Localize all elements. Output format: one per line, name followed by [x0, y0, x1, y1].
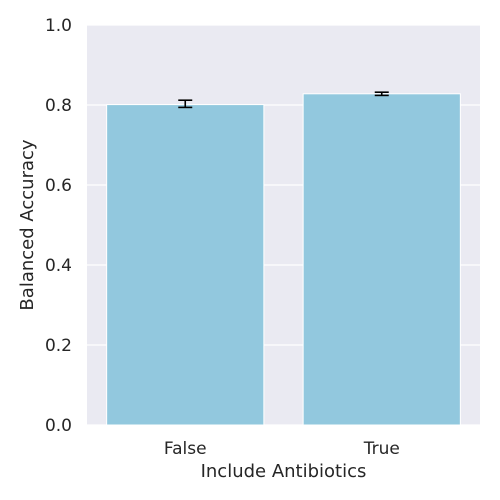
x-tick-label: False	[164, 439, 207, 459]
y-axis-label: Balanced Accuracy	[17, 139, 38, 310]
x-tick-label: True	[363, 439, 400, 459]
y-tick-label: 0.2	[45, 336, 72, 356]
x-axis-ticks: False True	[164, 439, 400, 459]
y-tick-label: 1.0	[45, 16, 72, 36]
y-tick-label: 0.4	[45, 256, 72, 276]
y-tick-label: 0.8	[45, 96, 72, 116]
x-axis-label: Include Antibiotics	[201, 461, 367, 482]
bar-true	[303, 94, 460, 425]
bar-false	[107, 105, 264, 425]
y-tick-label: 0.0	[45, 416, 72, 436]
y-tick-label: 0.6	[45, 176, 72, 196]
y-axis-ticks: 0.0 0.2 0.4 0.6 0.8 1.0	[45, 16, 72, 436]
